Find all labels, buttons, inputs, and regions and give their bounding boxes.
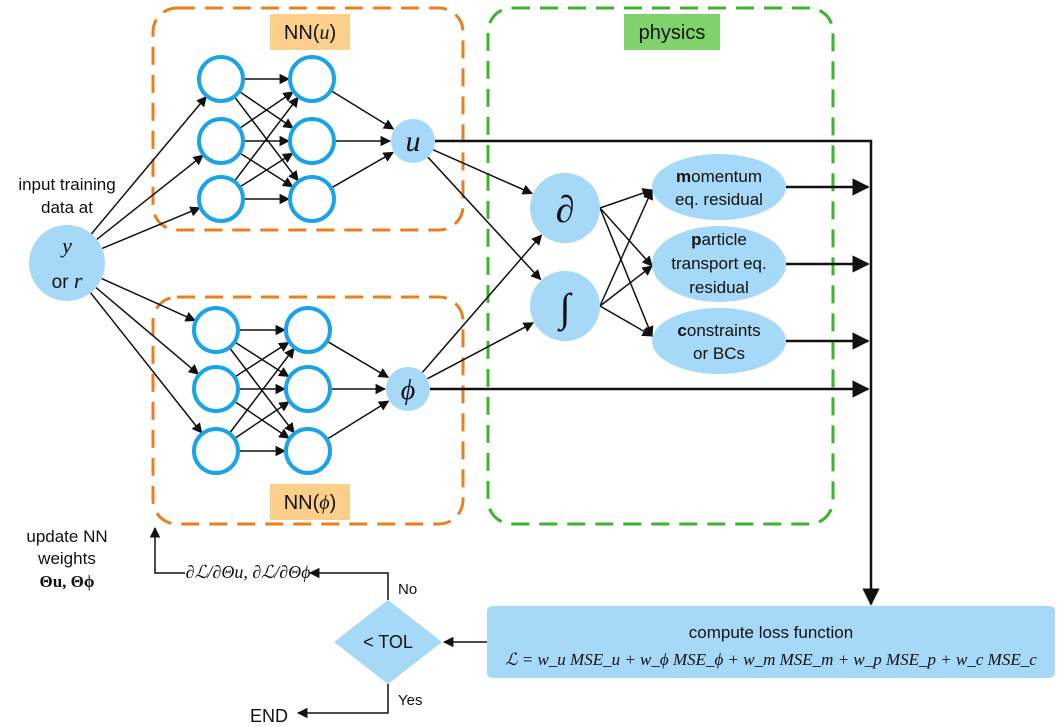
svg-text:particle: particle: [691, 230, 747, 249]
update-line2: weights: [37, 549, 96, 568]
input-node: y or r: [29, 225, 105, 301]
edge-op-d-to-residual-1: [599, 207, 653, 267]
svg-text:or BCs: or BCs: [693, 344, 745, 363]
physics-title: physics: [639, 22, 706, 44]
svg-text:or r: or r: [52, 268, 83, 293]
input-label-line2: data at: [41, 198, 93, 217]
svg-text:residual: residual: [689, 278, 749, 297]
neuron-u-layer2-0: [288, 55, 336, 103]
no-label: No: [398, 581, 417, 598]
nn-phi-title: NN(ϕ): [284, 492, 337, 514]
edge-op-d-to-residual-0: [599, 188, 653, 209]
edge-input-to-u-l1-0: [90, 95, 207, 235]
edge-u-to-derivative: [432, 149, 534, 195]
edge-input-to-phi-l1-0: [101, 277, 196, 322]
update-line: [149, 526, 185, 574]
edge-phi-l1-2-l2-1: [233, 401, 290, 440]
loss-box: [487, 606, 1055, 678]
edge-u-l2-2-out: [330, 151, 394, 189]
edge-op-i-to-residual-2: [599, 305, 653, 337]
edge-op-d-to-residual-2: [599, 207, 654, 337]
neuron-phi-layer2-2: [284, 427, 332, 475]
gradients-label: ∂ℒ/∂Θu, ∂ℒ/∂Θϕ: [186, 562, 311, 582]
output-phi-node: ϕ: [386, 367, 430, 411]
physics-title-bg: [624, 14, 720, 50]
edge-op-i-to-residual-0: [599, 189, 653, 307]
edge-phi-to-derivative: [421, 234, 543, 373]
neuron-u-layer1-1: [197, 117, 245, 165]
yes-branch-line: [296, 684, 389, 719]
neuron-phi-layer1-1: [192, 365, 240, 413]
svg-text:y: y: [60, 233, 72, 258]
svg-text:∂: ∂: [556, 189, 575, 231]
neuron-u-layer2-2: [288, 175, 336, 223]
neuron-phi-layer2-0: [284, 306, 332, 354]
svg-text:transport eq.: transport eq.: [671, 254, 766, 273]
tol-decision: [334, 600, 442, 684]
physics-box: [486, 6, 835, 526]
tol-label: < TOL: [363, 632, 413, 652]
edge-u-l1-2-l2-0: [233, 96, 299, 182]
input-label-line1: input training: [18, 175, 115, 194]
edge-input-to-u-l1-1: [96, 154, 204, 240]
svg-text:u: u: [406, 125, 421, 158]
neuron-u-layer1-0: [197, 55, 245, 103]
loss-formula: ℒ = w_u MSE_u + w_ϕ MSE_ϕ + w_m MSE_m + …: [505, 650, 1037, 669]
edge-u-l2-0-out: [330, 89, 395, 130]
yes-label: Yes: [398, 692, 422, 709]
edge-phi-l1-1-l2-0: [234, 341, 290, 378]
u-to-loss-line: [435, 139, 880, 606]
derivative-operator: ∂: [530, 173, 600, 243]
neuron-phi-layer2-1: [284, 365, 332, 413]
edge-op-i-to-residual-1: [599, 265, 653, 307]
svg-text:∫: ∫: [557, 285, 574, 332]
edge-phi-l1-2-l2-0: [228, 347, 295, 434]
nn-phi-title-bg: [270, 484, 350, 520]
edge-phi-to-integral: [427, 322, 535, 380]
nn-u-title-bg: [270, 14, 350, 50]
edge-phi-l2-0-out: [326, 340, 390, 378]
integral-operator: ∫: [530, 271, 600, 341]
svg-text:eq. residual: eq. residual: [675, 190, 763, 209]
nn-u-box: [151, 6, 465, 232]
neuron-phi-layer1-0: [192, 306, 240, 354]
svg-text:ϕ: ϕ: [401, 375, 416, 406]
output-u-node: u: [391, 119, 435, 163]
edge-phi-l2-2-out: [326, 400, 390, 441]
neuron-u-layer1-2: [197, 175, 245, 223]
edge-u-l1-2-l2-1: [239, 152, 294, 188]
particle-residual: particle transport eq. residual: [652, 226, 786, 302]
edge-u-to-integral: [427, 156, 542, 281]
end-label: END: [250, 706, 288, 726]
loss-title: compute loss function: [689, 623, 853, 642]
constraints-residual: constraints or BCs: [652, 308, 786, 374]
svg-text:constraints: constraints: [677, 321, 760, 340]
update-line1: update NN: [26, 527, 107, 546]
svg-text:momentum: momentum: [676, 167, 762, 186]
edge-input-to-u-l1-2: [101, 206, 201, 250]
edge-input-to-phi-l1-2: [90, 292, 203, 434]
no-branch-line: [308, 567, 389, 600]
edge-u-l1-1-l2-0: [238, 91, 294, 130]
nn-phi-box: [151, 295, 465, 526]
update-line3: Θu, Θϕ: [39, 572, 94, 591]
nn-u-title: NN(u): [284, 22, 336, 44]
edge-input-to-phi-l1-1: [95, 286, 200, 375]
neuron-u-layer2-1: [288, 117, 336, 165]
momentum-residual: momentum eq. residual: [652, 154, 786, 220]
neuron-phi-layer1-2: [192, 427, 240, 475]
